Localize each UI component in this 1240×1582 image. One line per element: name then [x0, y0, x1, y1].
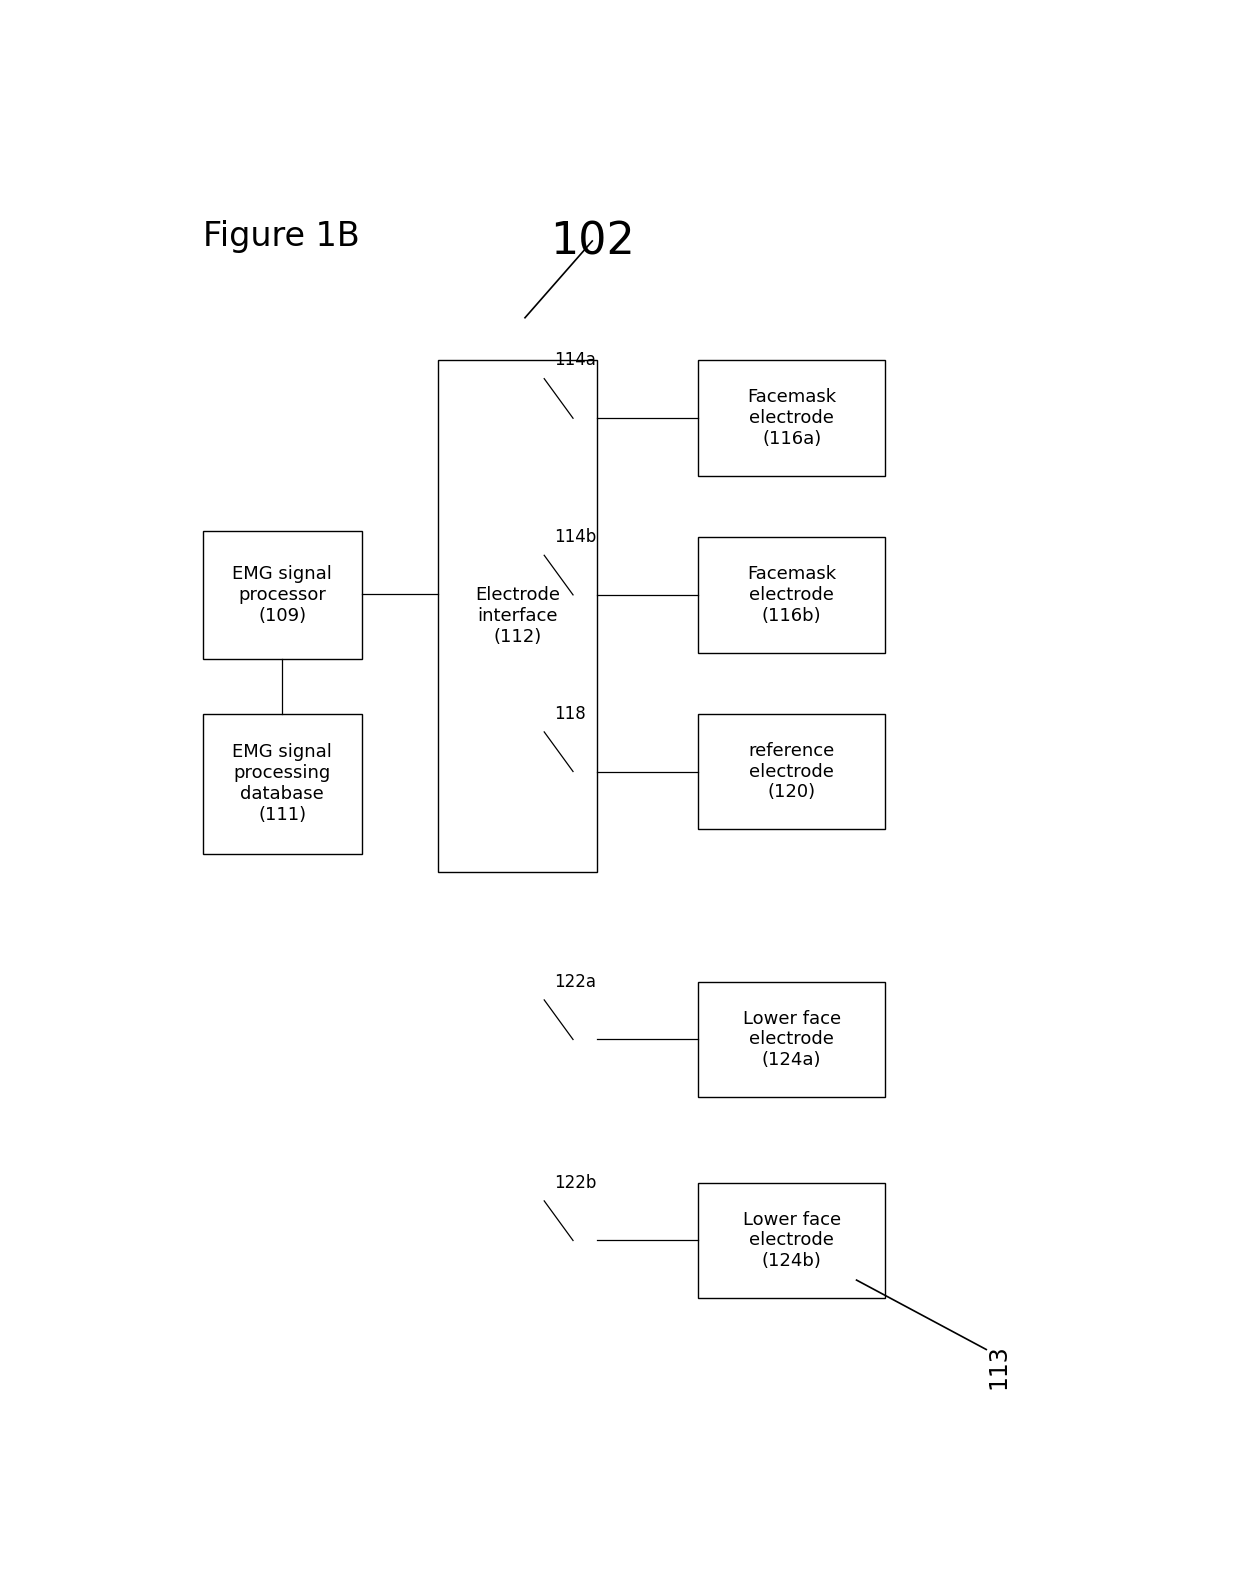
FancyBboxPatch shape [698, 981, 885, 1098]
Text: 118: 118 [554, 706, 585, 723]
FancyBboxPatch shape [203, 532, 362, 658]
Text: 114a: 114a [554, 351, 595, 369]
FancyBboxPatch shape [203, 713, 362, 854]
Text: Facemask
electrode
(116a): Facemask electrode (116a) [746, 389, 836, 448]
Text: EMG signal
processing
database
(111): EMG signal processing database (111) [232, 744, 332, 824]
Text: Facemask
electrode
(116b): Facemask electrode (116b) [746, 565, 836, 625]
Text: 122a: 122a [554, 973, 595, 992]
Text: 122b: 122b [554, 1174, 596, 1193]
FancyBboxPatch shape [439, 361, 596, 872]
FancyBboxPatch shape [698, 713, 885, 829]
Text: Lower face
electrode
(124a): Lower face electrode (124a) [743, 1009, 841, 1069]
FancyBboxPatch shape [698, 536, 885, 653]
FancyBboxPatch shape [698, 361, 885, 476]
Text: Lower face
electrode
(124b): Lower face electrode (124b) [743, 1210, 841, 1270]
Text: reference
electrode
(120): reference electrode (120) [749, 742, 835, 802]
Text: Figure 1B: Figure 1B [203, 220, 360, 253]
Text: 114b: 114b [554, 527, 596, 546]
FancyBboxPatch shape [698, 1183, 885, 1299]
Text: 102: 102 [549, 220, 635, 263]
Text: 113: 113 [987, 1345, 1011, 1389]
Text: EMG signal
processor
(109): EMG signal processor (109) [232, 565, 332, 625]
Text: Electrode
interface
(112): Electrode interface (112) [475, 587, 560, 645]
